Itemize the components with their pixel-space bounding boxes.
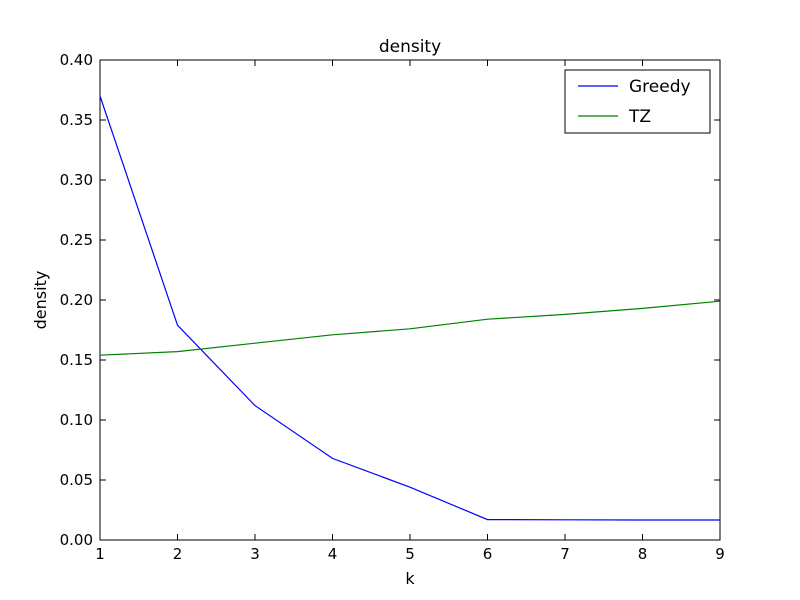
y-tick-label: 0.40 <box>60 51 93 69</box>
y-tick-label: 0.30 <box>60 171 93 189</box>
y-tick-label: 0.00 <box>60 531 93 549</box>
y-tick-label: 0.25 <box>60 231 93 249</box>
legend-box <box>564 69 711 134</box>
series-line-tz <box>99 300 721 356</box>
chart-title: density <box>379 37 441 57</box>
x-tick-label: 8 <box>638 545 648 563</box>
x-tick-label: 9 <box>715 545 725 563</box>
x-tick-label: 4 <box>328 545 338 563</box>
legend-label-greedy: Greedy <box>629 77 691 97</box>
axis-ticks: 1 2 3 4 5 6 7 8 9 0.00 0.05 0.10 0.15 0.20 0.25 0.30 0.3… <box>60 51 725 563</box>
x-tick-label: 3 <box>250 545 260 563</box>
y-tick-label: 0.15 <box>60 351 93 369</box>
x-tick-label: 1 <box>95 545 105 563</box>
x-tick-label: 2 <box>173 545 183 563</box>
series-group <box>99 95 721 521</box>
y-tick-label: 0.35 <box>60 111 93 129</box>
y-tick-label: 0.05 <box>60 471 93 489</box>
legend: Greedy TZ <box>564 69 711 134</box>
y-tick-label: 0.20 <box>60 291 93 309</box>
legend-label-tz: TZ <box>628 107 651 127</box>
x-tick-label: 7 <box>560 545 570 563</box>
y-tick-label: 0.10 <box>60 411 93 429</box>
x-axis-label: k <box>405 569 415 588</box>
series-line-greedy <box>99 95 720 521</box>
x-tick-label: 5 <box>405 545 415 563</box>
y-axis-label: density <box>31 271 50 330</box>
x-tick-label: 6 <box>483 545 493 563</box>
